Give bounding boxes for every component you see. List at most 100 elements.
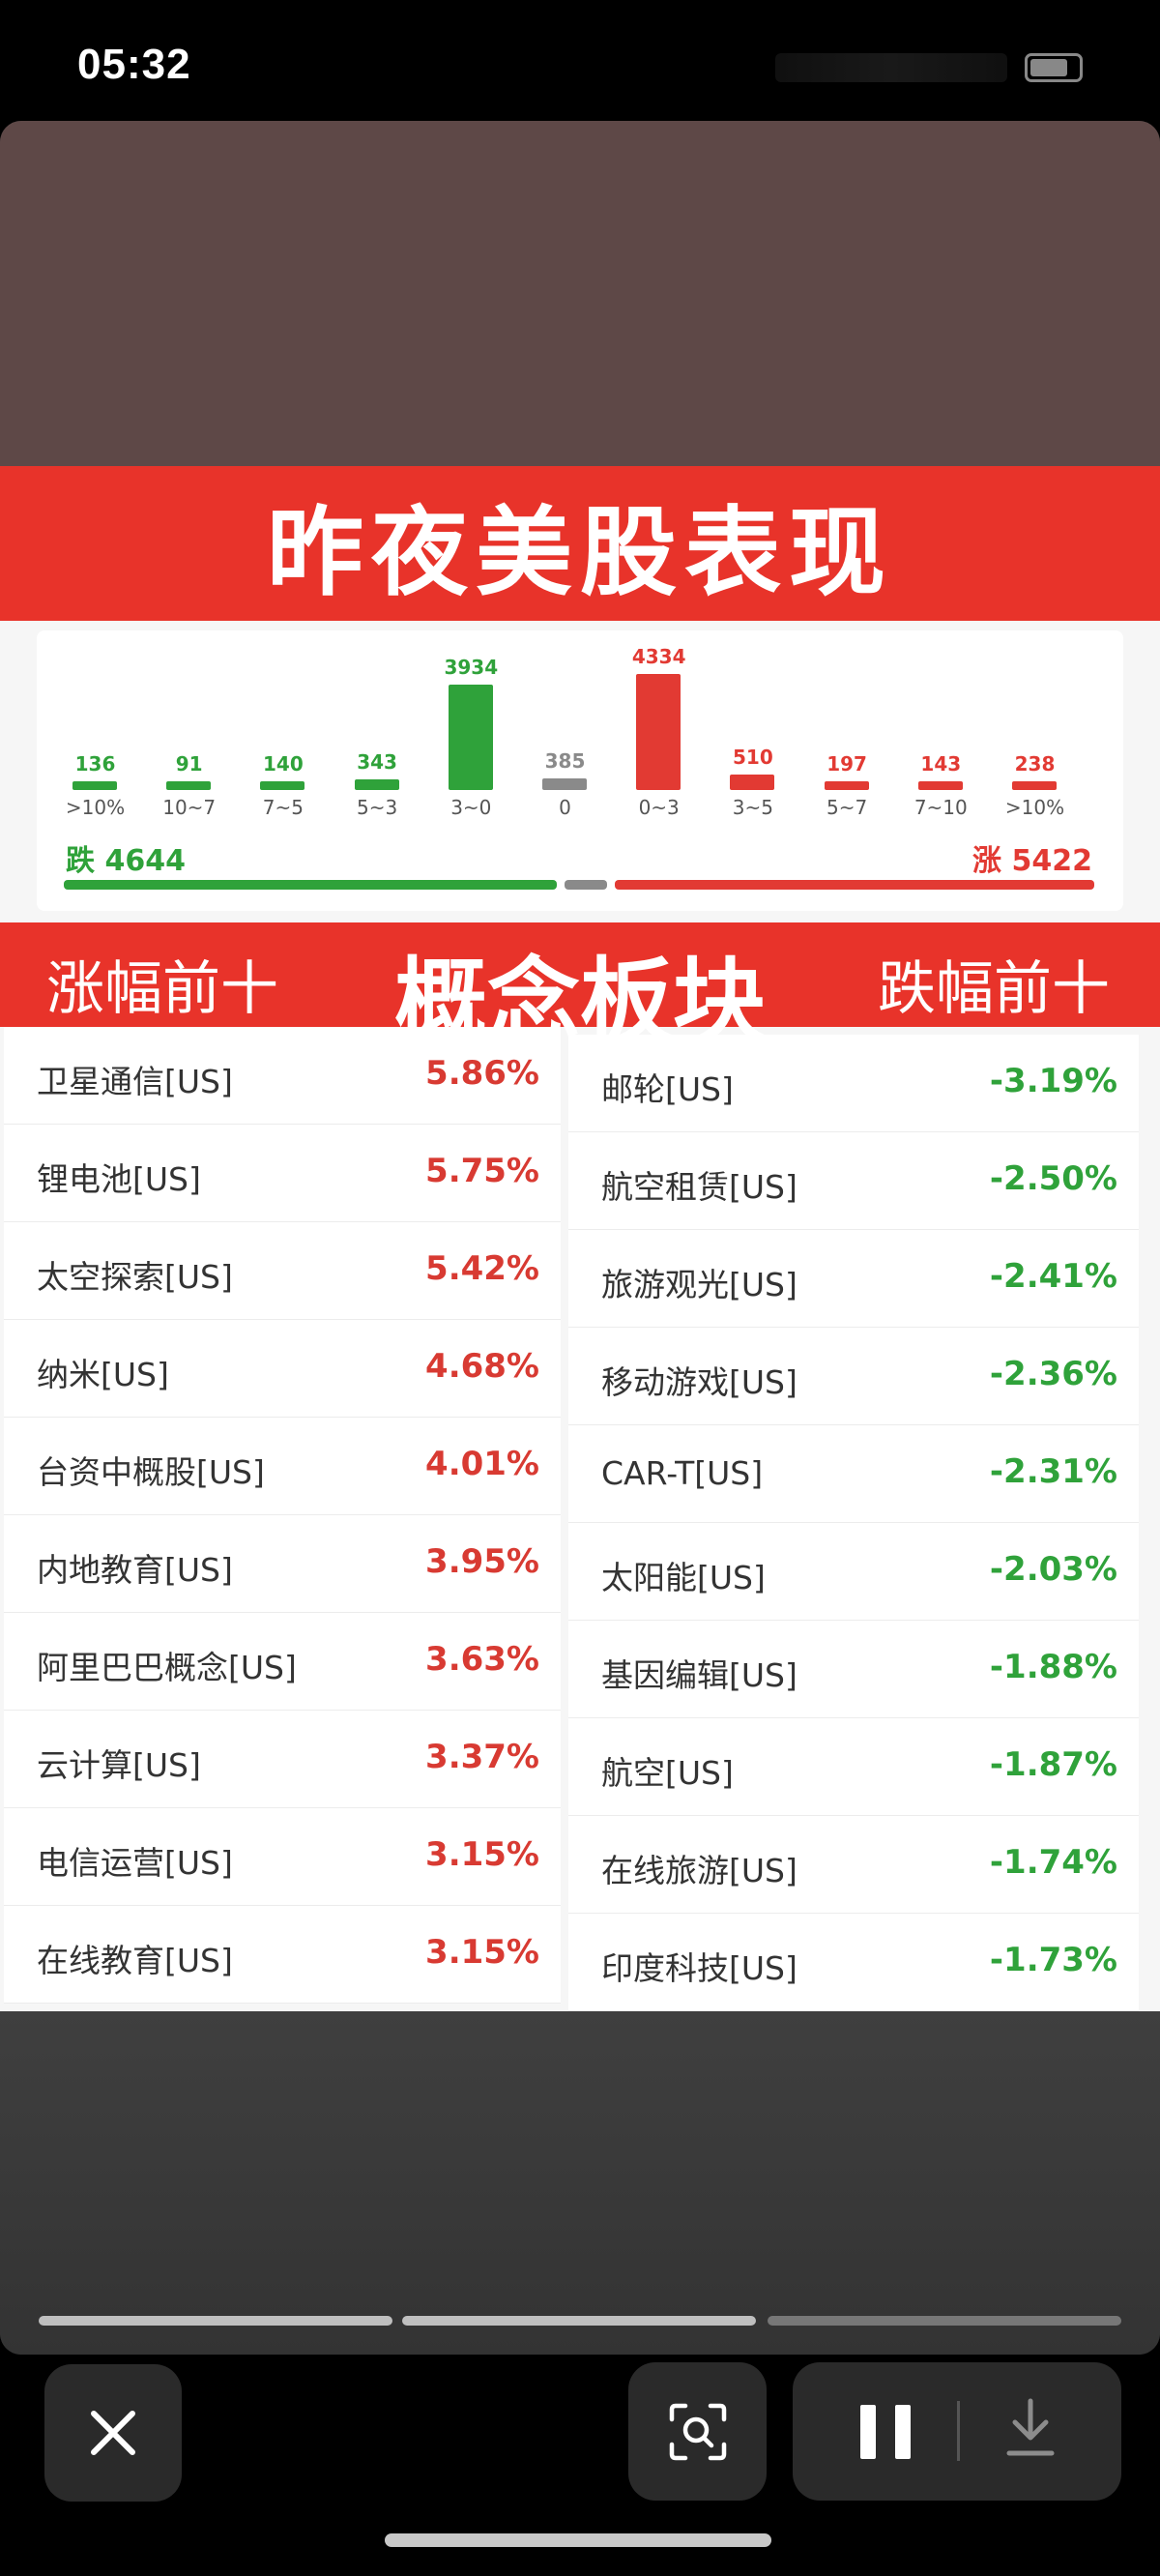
concept-change: 4.01% bbox=[425, 1445, 539, 1483]
concept-row: 在线旅游[US] -1.74% bbox=[568, 1816, 1139, 1914]
viewer-controls bbox=[0, 2355, 1160, 2504]
concept-row: 阿里巴巴概念[US] 3.63% bbox=[4, 1613, 561, 1711]
concept-name: 在线旅游[US] bbox=[601, 1852, 798, 1889]
signal-wifi-icons bbox=[775, 53, 1007, 82]
playback-group bbox=[793, 2362, 1121, 2501]
divider bbox=[957, 2401, 960, 2461]
bucket-count: 4334 bbox=[631, 645, 686, 668]
concept-name: 印度科技[US] bbox=[601, 1949, 798, 1987]
bucket-bar bbox=[166, 781, 212, 790]
bucket-range: 5~3 bbox=[356, 796, 398, 819]
concept-name: 锂电池[US] bbox=[37, 1160, 201, 1198]
bucket-count: 385 bbox=[544, 749, 586, 773]
distribution-panel: 跌 4644 涨 5422 136 >10% 91 10~7 140 7~5 343 5~3 3… bbox=[37, 630, 1123, 911]
image-search-button[interactable] bbox=[628, 2362, 767, 2501]
concept-name: 航空[US] bbox=[601, 1754, 734, 1792]
concept-change: -1.73% bbox=[989, 1941, 1117, 1979]
concept-name: 移动游戏[US] bbox=[601, 1363, 798, 1401]
bucket-count: 343 bbox=[357, 750, 397, 774]
concept-row: 台资中概股[US] 4.01% bbox=[4, 1418, 561, 1515]
bucket-bar bbox=[72, 781, 117, 790]
concept-change: 4.68% bbox=[425, 1347, 539, 1386]
battery-icon bbox=[1025, 53, 1083, 82]
concept-row: 在线教育[US] 3.15% bbox=[4, 1906, 561, 2004]
pause-icon[interactable] bbox=[860, 2405, 911, 2459]
concept-name: CAR-T[US] bbox=[601, 1454, 764, 1492]
bucket-range: 0 bbox=[559, 796, 571, 819]
bucket-bar bbox=[448, 685, 493, 790]
bucket-bar bbox=[636, 674, 682, 790]
concept-change: -1.88% bbox=[989, 1648, 1117, 1686]
bucket-bar bbox=[1012, 781, 1057, 790]
bucket-bar bbox=[260, 781, 305, 790]
concept-row: 电信运营[US] 3.15% bbox=[4, 1808, 561, 1906]
bucket-count: 3934 bbox=[444, 656, 499, 679]
bucket-count: 140 bbox=[263, 752, 304, 776]
concept-row: 基因编辑[US] -1.88% bbox=[568, 1621, 1139, 1718]
bucket-bar bbox=[354, 779, 399, 790]
bucket-range: >10% bbox=[65, 796, 126, 819]
losers-list: 邮轮[US] -3.19% 航空租赁[US] -2.50% 旅游观光[US] -2.41%… bbox=[568, 1035, 1139, 2011]
concept-name: 基因编辑[US] bbox=[601, 1656, 798, 1694]
losers-header: 跌幅前十 bbox=[878, 955, 1110, 1023]
image-title: 昨夜美股表现 bbox=[267, 495, 893, 609]
home-indicator[interactable] bbox=[385, 2533, 771, 2547]
concept-row: 邮轮[US] -3.19% bbox=[568, 1035, 1139, 1132]
title-banner: 昨夜美股表现 bbox=[0, 466, 1160, 621]
close-button[interactable] bbox=[44, 2364, 182, 2502]
bucket-range: 7~5 bbox=[262, 796, 304, 819]
concept-name: 电信运营[US] bbox=[37, 1844, 233, 1882]
bucket-range: 3~5 bbox=[732, 796, 773, 819]
bucket-bar bbox=[542, 778, 587, 790]
concept-row: 内地教育[US] 3.95% bbox=[4, 1515, 561, 1613]
concept-change: 3.15% bbox=[425, 1933, 539, 1972]
progress-segment-3 bbox=[768, 2316, 1121, 2326]
image-background-bottom bbox=[0, 2011, 1160, 2355]
download-icon[interactable] bbox=[1003, 2395, 1058, 2459]
fall-ratio-bar bbox=[64, 880, 557, 890]
concept-change: 3.63% bbox=[425, 1640, 539, 1679]
concept-name: 云计算[US] bbox=[37, 1746, 201, 1784]
concept-row: 航空[US] -1.87% bbox=[568, 1718, 1139, 1816]
bucket-count: 238 bbox=[1014, 752, 1056, 776]
rise-ratio-bar bbox=[615, 880, 1094, 890]
concept-name: 在线教育[US] bbox=[37, 1942, 233, 1979]
concept-change: -2.31% bbox=[989, 1452, 1117, 1491]
concept-name: 卫星通信[US] bbox=[37, 1063, 233, 1100]
concept-name: 航空租赁[US] bbox=[601, 1168, 798, 1206]
concept-row: 旅游观光[US] -2.41% bbox=[568, 1230, 1139, 1328]
concept-row: 纳米[US] 4.68% bbox=[4, 1320, 561, 1418]
concept-banner: 涨幅前十 概念板块 跌幅前十 bbox=[0, 922, 1160, 1056]
concept-name: 太阳能[US] bbox=[601, 1559, 766, 1596]
flat-ratio-bar bbox=[565, 880, 607, 890]
concept-row: 印度科技[US] -1.73% bbox=[568, 1914, 1139, 2011]
concept-name: 旅游观光[US] bbox=[601, 1266, 798, 1303]
concept-change: 3.95% bbox=[425, 1542, 539, 1581]
bucket-range: 5~7 bbox=[826, 796, 868, 819]
status-icons bbox=[775, 53, 1083, 82]
bucket-bar bbox=[917, 781, 963, 790]
rise-total: 涨 5422 bbox=[972, 844, 1092, 878]
bucket-count: 136 bbox=[74, 752, 116, 776]
concept-change: 5.86% bbox=[425, 1054, 539, 1093]
progress-segment-1 bbox=[39, 2316, 392, 2326]
concept-row: 太空探索[US] 5.42% bbox=[4, 1222, 561, 1320]
concept-row: 云计算[US] 3.37% bbox=[4, 1711, 561, 1808]
concept-name: 太空探索[US] bbox=[37, 1258, 233, 1296]
concept-change: -2.36% bbox=[989, 1355, 1117, 1393]
concept-row: 航空租赁[US] -2.50% bbox=[568, 1132, 1139, 1230]
bucket-count: 143 bbox=[920, 752, 962, 776]
concept-row: 太阳能[US] -2.03% bbox=[568, 1523, 1139, 1621]
concept-row: 移动游戏[US] -2.36% bbox=[568, 1328, 1139, 1425]
bucket-range: >10% bbox=[1004, 796, 1065, 819]
concept-row: CAR-T[US] -2.31% bbox=[568, 1425, 1139, 1523]
concept-change: 3.15% bbox=[425, 1835, 539, 1874]
status-time: 05:32 bbox=[77, 41, 191, 88]
gainers-list: 卫星通信[US] 5.86% 锂电池[US] 5.75% 太空探索[US] 5.42% 纳米… bbox=[4, 1027, 561, 2004]
concept-change: 3.37% bbox=[425, 1738, 539, 1776]
status-bar: 05:32 bbox=[0, 0, 1160, 121]
bucket-bar bbox=[730, 775, 775, 790]
bucket-bar bbox=[824, 781, 869, 790]
bucket-count: 510 bbox=[733, 746, 773, 769]
concept-change: -3.19% bbox=[989, 1062, 1117, 1100]
